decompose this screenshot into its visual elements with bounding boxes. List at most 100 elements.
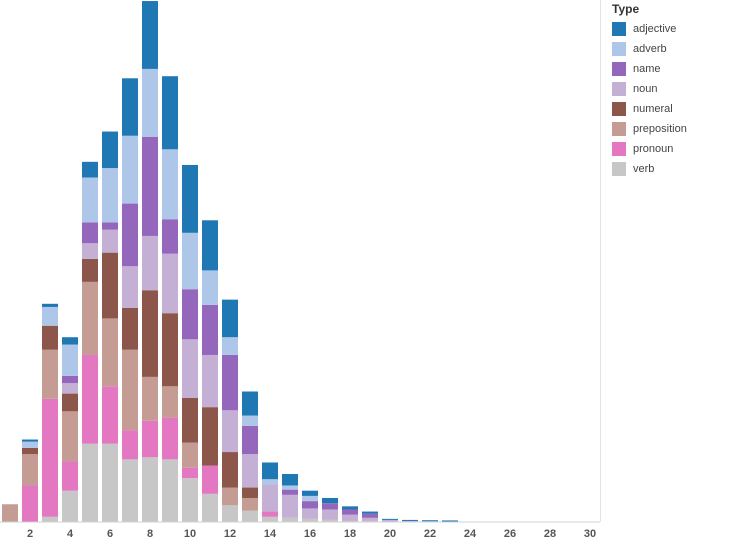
bar-segment-noun-16	[302, 508, 318, 519]
bar-segment-numeral-8	[142, 290, 158, 377]
bar-segment-adjective-20	[382, 518, 398, 520]
legend: Type adjective adverb name noun numeral prepo…	[612, 2, 748, 179]
bar-segment-adjective-6	[102, 131, 118, 169]
bar-segment-verb-8	[142, 457, 158, 522]
bar-segment-numeral-9	[162, 313, 178, 387]
bar-segment-noun-13	[242, 454, 258, 488]
legend-swatch-verb	[612, 162, 626, 176]
bar-segment-preposition-6	[102, 318, 118, 387]
bar-segment-pronoun-10	[182, 467, 198, 479]
legend-swatch-adjective	[612, 22, 626, 36]
bar-segment-preposition-8	[142, 376, 158, 421]
x-tick-label-26: 26	[504, 528, 516, 540]
bar-segment-verb-15	[282, 517, 298, 522]
bar-segment-preposition-10	[182, 442, 198, 468]
bar-segment-pronoun-11	[202, 465, 218, 494]
bar-segment-verb-7	[122, 459, 138, 522]
bar-segment-numeral-3	[42, 325, 58, 350]
bar-segment-adverb-5	[82, 177, 98, 223]
bar-segment-noun-14	[262, 484, 278, 512]
stacked-bar-chart: 2 4 6 8 10 12 14 16 18 20 22 24 26 28 30	[0, 0, 601, 540]
bar-segment-adjective-11	[202, 220, 218, 271]
bar-segment-verb-17	[322, 519, 338, 522]
bar-segment-name-15	[282, 489, 298, 495]
bar-segment-adjective-12	[222, 299, 238, 338]
bar-segment-adverb-13	[242, 415, 258, 426]
bar-segment-adjective-10	[182, 164, 198, 233]
bar-segment-adverb-2	[22, 441, 38, 448]
bar-segment-noun-9	[162, 253, 178, 314]
bar-segment-numeral-5	[82, 258, 98, 282]
legend-item-numeral[interactable]: numeral	[612, 99, 748, 119]
bar-segment-noun-7	[122, 266, 138, 308]
bar-segment-adjective-3	[42, 303, 58, 307]
bar-segment-adjective-7	[122, 78, 138, 136]
x-tick-label-20: 20	[384, 528, 396, 540]
x-tick-label-18: 18	[344, 528, 356, 540]
legend-items: adjective adverb name noun numeral prepositio…	[612, 19, 748, 179]
bar-segment-verb-6	[102, 443, 118, 522]
legend-label: preposition	[633, 123, 687, 135]
bar-segment-pronoun-2	[22, 485, 38, 522]
legend-item-name[interactable]: name	[612, 59, 748, 79]
x-tick-label-24: 24	[464, 528, 477, 540]
bars-layer	[2, 1, 458, 523]
bar-segment-verb-14	[262, 516, 278, 522]
legend-item-adjective[interactable]: adjective	[612, 19, 748, 39]
bar-segment-name-19	[362, 513, 378, 518]
bar-segment-preposition-2	[22, 454, 38, 486]
bar-segment-verb-12	[222, 505, 238, 522]
legend-item-pronoun[interactable]: pronoun	[612, 139, 748, 159]
legend-swatch-adverb	[612, 42, 626, 56]
x-tick-label-28: 28	[544, 528, 556, 540]
x-tick-label-12: 12	[224, 528, 236, 540]
bar-segment-noun-19	[362, 517, 378, 521]
bar-segment-adverb-4	[62, 344, 78, 376]
bar-segment-verb-19	[362, 520, 378, 522]
bar-segment-pronoun-3	[42, 398, 58, 517]
legend-swatch-noun	[612, 82, 626, 96]
bar-segment-name-18	[342, 509, 358, 515]
bar-segment-noun-18	[342, 514, 358, 521]
bar-segment-noun-6	[102, 229, 118, 253]
bar-segment-adjective-17	[322, 497, 338, 504]
bar-segment-numeral-4	[62, 393, 78, 412]
bar-segment-preposition-13	[242, 497, 258, 511]
bar-segment-name-12	[222, 354, 238, 411]
x-tick-label-16: 16	[304, 528, 316, 540]
bar-segment-preposition-9	[162, 386, 178, 418]
bar-segment-adverb-9	[162, 149, 178, 220]
bar-segment-preposition-4	[62, 411, 78, 462]
bar-segment-numeral-6	[102, 252, 118, 319]
legend-item-adverb[interactable]: adverb	[612, 39, 748, 59]
legend-item-noun[interactable]: noun	[612, 79, 748, 99]
bar-segment-verb-13	[242, 510, 258, 522]
bar-segment-verb-11	[202, 493, 218, 522]
bar-segment-noun-8	[142, 235, 158, 291]
bar-segment-name-7	[122, 203, 138, 267]
bar-segment-numeral-11	[202, 407, 218, 466]
bar-segment-adverb-14	[262, 479, 278, 485]
bar-segment-pronoun-14	[262, 511, 278, 517]
legend-item-preposition[interactable]: preposition	[612, 119, 748, 139]
bar-segment-verb-9	[162, 459, 178, 522]
bar-segment-adjective-21	[402, 519, 418, 521]
bar-segment-name-9	[162, 219, 178, 254]
bar-segment-numeral-7	[122, 307, 138, 350]
legend-label: noun	[633, 83, 658, 95]
bar-segment-noun-21	[402, 520, 418, 522]
legend-item-verb[interactable]: verb	[612, 159, 748, 179]
bar-segment-adverb-16	[302, 495, 318, 502]
bar-segment-adjective-4	[62, 337, 78, 345]
bar-segment-verb-5	[82, 443, 98, 522]
bar-segment-adjective-22	[422, 520, 438, 522]
legend-label: numeral	[633, 103, 673, 115]
bar-segment-verb-3	[42, 516, 58, 522]
bar-segment-adverb-6	[102, 168, 118, 223]
bar-segment-adjective-8	[142, 1, 158, 69]
bar-segment-name-4	[62, 375, 78, 384]
bar-segment-verb-4	[62, 490, 78, 522]
bar-segment-preposition-12	[222, 487, 238, 506]
bar-segment-numeral-12	[222, 452, 238, 488]
x-tick-label-14: 14	[264, 528, 277, 540]
